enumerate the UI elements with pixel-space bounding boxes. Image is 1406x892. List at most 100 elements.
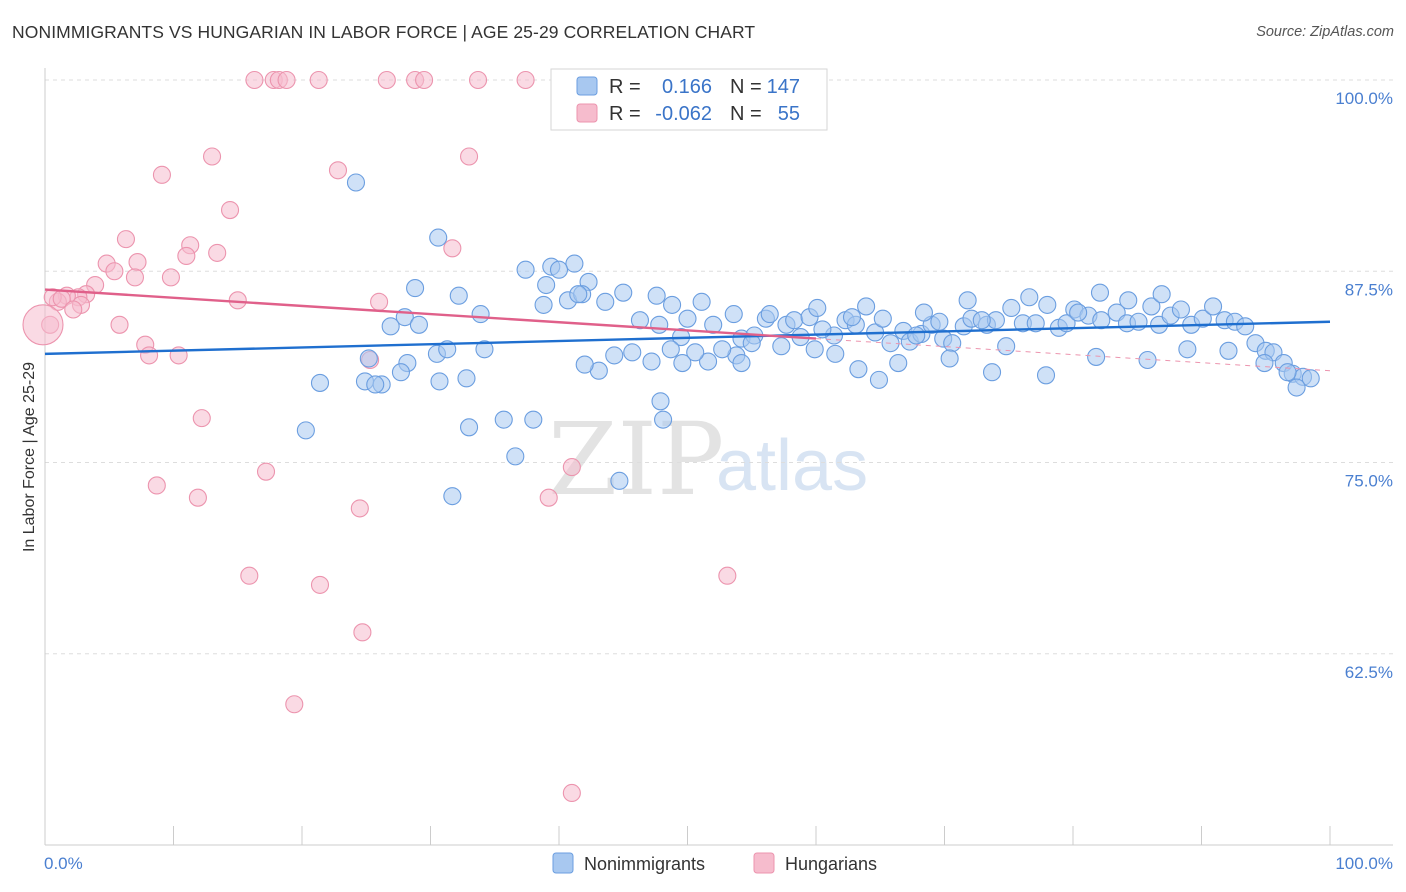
nonimmigrants-point-67 — [943, 334, 962, 353]
hungarians-point-4 — [309, 70, 328, 90]
nonimmigrants-point-88 — [1193, 309, 1212, 328]
nonimmigrants-point-38 — [569, 285, 588, 304]
trend-lines — [44, 288, 1331, 372]
legend-blue-swatch — [576, 76, 598, 96]
nonimmigrants-point-132 — [982, 363, 1002, 382]
hungarians-point-45 — [240, 566, 259, 585]
nonimmigrants-point-55 — [808, 298, 827, 318]
y-tick-label-75: 75.0% — [1345, 472, 1393, 491]
nonimmigrants-point-33 — [651, 392, 670, 411]
nonimmigrants-point-45 — [678, 309, 697, 328]
nonimmigrants-point-27 — [430, 372, 449, 391]
hungarians-point-33 — [110, 315, 129, 334]
hungarians-point-40 — [256, 462, 276, 481]
nonimmigrants-point-141 — [1152, 285, 1171, 304]
nonimmigrants-point-109 — [849, 360, 868, 379]
nonimmigrants-point-122 — [642, 352, 661, 371]
nonimmigrants-point-83 — [1142, 297, 1161, 316]
hungarians-point-18 — [443, 239, 462, 258]
nonimmigrants-point-30 — [459, 418, 479, 437]
hungarians-point-14 — [220, 201, 240, 220]
nonimmigrants-point-124 — [605, 346, 624, 365]
x-min-label: 0.0% — [44, 854, 83, 873]
nonimmigrants-point-4 — [516, 260, 535, 279]
hungarians-point-32 — [370, 292, 389, 311]
nonimmigrants-point-118 — [699, 352, 718, 371]
hungarians-point-42 — [350, 499, 369, 518]
nonimmigrants-point-14 — [409, 315, 428, 334]
legend-nonimmigrants-swatch — [552, 852, 574, 874]
nonimmigrants-point-102 — [1020, 288, 1039, 307]
hungarians-point-48 — [718, 566, 737, 585]
nonimmigrants-point-117 — [713, 340, 732, 359]
nonimmigrants-point-126 — [575, 355, 594, 374]
nonimmigrants-point-48 — [724, 305, 743, 324]
axes — [44, 68, 1393, 846]
y-axis-label: In Labor Force | Age 25-29 — [21, 362, 38, 552]
hungarians-point-47 — [353, 623, 372, 642]
nonimmigrants-point-104 — [958, 291, 977, 310]
nonimmigrants-point-37 — [549, 260, 569, 279]
hungarians-point-22 — [105, 262, 124, 281]
hungarians-point-7 — [415, 70, 434, 90]
hungarians-point-44 — [562, 458, 581, 477]
hungarians-point-54 — [64, 300, 83, 319]
nonimmigrants-point-103 — [997, 337, 1016, 356]
nonimmigrants-point-26 — [366, 375, 385, 394]
legend-n-label-2: N = — [730, 103, 762, 125]
nonimmigrants-point-17 — [475, 340, 494, 359]
nonimmigrants-point-61 — [873, 309, 892, 328]
hungarians-point-46 — [310, 575, 330, 594]
nonimmigrants-point-34 — [506, 447, 525, 466]
chart-title: NONIMMIGRANTS VS HUNGARIAN IN LABOR FORC… — [12, 22, 756, 42]
hungarians-point-15 — [116, 230, 136, 249]
nonimmigrants-point-53 — [785, 311, 804, 330]
nonimmigrants-point-3 — [429, 228, 448, 247]
nonimmigrants-point-39 — [596, 292, 615, 311]
nonimmigrants-point-0 — [346, 173, 366, 192]
nonimmigrants-point-137 — [1219, 341, 1238, 360]
nonimmigrants-point-100 — [1092, 311, 1111, 330]
nonimmigrants-point-59 — [857, 297, 876, 316]
nonimmigrants-point-15 — [406, 279, 425, 298]
legend-n-value-2: 55 — [778, 103, 800, 125]
nonimmigrants-point-108 — [869, 370, 889, 389]
nonimmigrants-point-44 — [663, 295, 682, 314]
nonimmigrants-point-8 — [534, 295, 553, 314]
nonimmigrants-point-74 — [1026, 314, 1045, 333]
hungarians-points — [22, 70, 737, 803]
nonimmigrants-point-79 — [1090, 283, 1110, 302]
nonimmigrants-point-47 — [704, 315, 723, 334]
hungarians-point-12 — [328, 161, 348, 180]
legend-r-label-1: R = — [609, 76, 641, 98]
watermark-atlas: atlas — [716, 426, 868, 506]
hungarians-point-13 — [459, 147, 479, 166]
hungarians-point-41 — [188, 488, 207, 507]
hungarians-point-20 — [128, 253, 147, 272]
nonimmigrants-point-129 — [805, 340, 824, 359]
nonimmigrants-point-134 — [1087, 347, 1106, 366]
nonimmigrants-point-16 — [471, 305, 490, 324]
x-max-label: 100.0% — [1335, 854, 1393, 873]
legend-r-label-2: R = — [609, 103, 641, 125]
hungarians-point-11 — [152, 165, 171, 184]
nonimmigrants-point-43 — [650, 315, 669, 334]
legend-r-value-2: -0.062 — [655, 103, 712, 125]
nonimmigrants-point-105 — [930, 312, 949, 331]
nonimmigrants-point-89 — [1204, 297, 1223, 316]
hungarians-point-23 — [125, 268, 144, 287]
hungarians-point-49 — [285, 695, 304, 714]
watermark-zip: ZIP — [548, 401, 724, 518]
nonimmigrants-point-2 — [359, 349, 378, 368]
legend-n-label-1: N = — [730, 76, 762, 98]
hungarians-point-5 — [377, 70, 396, 90]
hungarians-point-50 — [562, 783, 581, 803]
nonimmigrants-point-121 — [661, 340, 680, 359]
hungarians-large-point — [22, 304, 64, 346]
nonimmigrants-point-139 — [1278, 363, 1297, 382]
nonimmigrants-point-24 — [310, 373, 330, 392]
legend-pink-swatch — [576, 103, 598, 123]
nonimmigrants-point-136 — [1178, 340, 1197, 359]
hungarians-point-0 — [245, 70, 264, 90]
nonimmigrants-point-41 — [647, 286, 666, 305]
